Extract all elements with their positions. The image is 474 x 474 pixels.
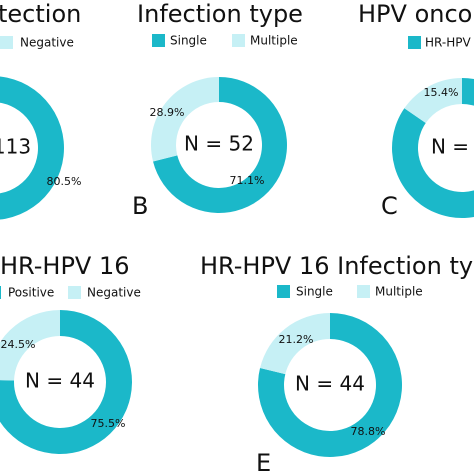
legend-label: Single bbox=[296, 285, 333, 299]
center-label: N = 44 bbox=[295, 372, 365, 396]
panel-label: C bbox=[381, 192, 398, 220]
panel-label: B bbox=[132, 192, 148, 220]
value-label: 15.4% bbox=[424, 86, 459, 99]
donut-slice bbox=[392, 78, 474, 218]
donut-slice bbox=[0, 310, 60, 381]
chart-title: HPV onco bbox=[358, 0, 472, 28]
legend-label: Single bbox=[170, 34, 207, 48]
legend-label: Negative bbox=[20, 36, 74, 50]
legend-label: Positive bbox=[8, 286, 54, 300]
legend-swatch bbox=[232, 34, 245, 47]
legend-swatch bbox=[277, 285, 290, 298]
legend-swatch bbox=[68, 286, 81, 299]
chart-title: HR-HPV 16 bbox=[0, 252, 130, 280]
value-label: 24.5% bbox=[1, 338, 36, 351]
donut-slice bbox=[0, 76, 64, 220]
chart-title: HR-HPV 16 Infection typ bbox=[200, 252, 474, 280]
value-label: 80.5% bbox=[47, 175, 82, 188]
donut-slice bbox=[150, 77, 219, 162]
chart-title: Infection type bbox=[137, 0, 303, 28]
legend-swatch bbox=[357, 285, 370, 298]
donut-slice bbox=[260, 313, 330, 375]
chart-title: tection bbox=[0, 0, 81, 28]
value-label: 28.9% bbox=[150, 106, 185, 119]
value-label: 75.5% bbox=[91, 417, 126, 430]
legend-swatch bbox=[408, 36, 421, 49]
donut-slice bbox=[404, 78, 462, 124]
legend-label: Negative bbox=[87, 286, 141, 300]
legend-label: Multiple bbox=[375, 285, 423, 299]
center-label: N = 44 bbox=[25, 369, 95, 393]
center-label: N = bbox=[431, 135, 469, 159]
legend-swatch bbox=[0, 286, 1, 299]
value-label: 71.1% bbox=[230, 174, 265, 187]
value-label: 21.2% bbox=[279, 333, 314, 346]
donut-slice bbox=[153, 77, 287, 213]
donut-slice bbox=[257, 313, 402, 457]
donut-slice bbox=[0, 310, 132, 454]
center-label: 113 bbox=[0, 135, 31, 159]
legend-label: Multiple bbox=[250, 34, 298, 48]
center-label: N = 52 bbox=[184, 132, 254, 156]
legend-label: HR-HPV bbox=[425, 36, 471, 50]
value-label: 78.8% bbox=[351, 425, 386, 438]
legend-swatch bbox=[152, 34, 165, 47]
legend-swatch bbox=[0, 36, 13, 49]
panel-label: E bbox=[256, 449, 271, 474]
